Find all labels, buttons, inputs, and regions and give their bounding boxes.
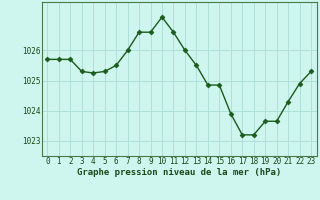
X-axis label: Graphe pression niveau de la mer (hPa): Graphe pression niveau de la mer (hPa)	[77, 168, 281, 177]
